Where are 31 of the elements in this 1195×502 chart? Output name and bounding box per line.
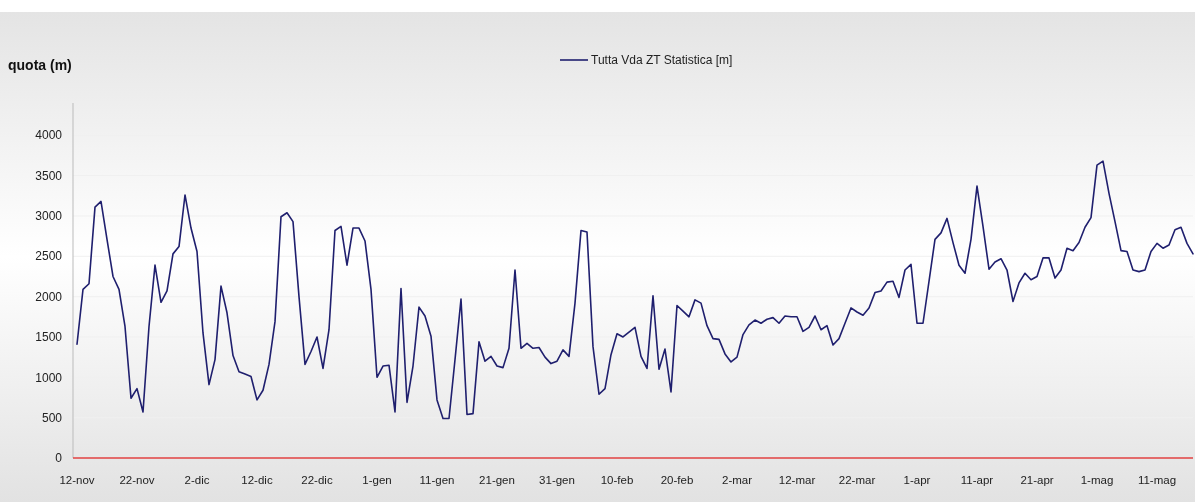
x-tick-label: 12-dic bbox=[241, 474, 273, 486]
line-series bbox=[76, 160, 1194, 420]
y-axis-title: quota (m) bbox=[8, 57, 72, 73]
y-tick-label: 4000 bbox=[35, 128, 63, 143]
x-tick-label: 21-gen bbox=[479, 474, 515, 486]
y-tick-label: 1000 bbox=[35, 370, 63, 385]
x-tick-label: 1-mag bbox=[1080, 474, 1114, 486]
x-tick-label: 11-apr bbox=[960, 474, 994, 486]
x-tick-label: 22-mar bbox=[838, 474, 876, 486]
y-tick-label: 1500 bbox=[35, 330, 63, 345]
x-tick-label: 12-mar bbox=[778, 474, 816, 486]
x-tick-label: 21-apr bbox=[1020, 474, 1054, 486]
x-tick-label: 20-feb bbox=[660, 474, 694, 486]
y-tick-label: 3000 bbox=[35, 209, 63, 224]
y-tick-label: 2500 bbox=[35, 249, 63, 264]
x-tick-label: 1-gen bbox=[362, 474, 392, 486]
x-tick-label: 2-dic bbox=[184, 474, 210, 486]
y-tick-label: 0 bbox=[55, 451, 63, 466]
x-tick-label: 31-gen bbox=[539, 474, 575, 486]
x-tick-label: 22-nov bbox=[119, 474, 155, 486]
y-tick-label: 500 bbox=[41, 410, 63, 425]
x-tick-label: 11-gen bbox=[419, 474, 455, 486]
legend-label: Tutta Vda ZT Statistica [m] bbox=[591, 53, 733, 68]
x-tick-label: 11-mag bbox=[1137, 474, 1177, 486]
x-tick-label: 1-apr bbox=[903, 474, 931, 486]
x-tick-label: 2-mar bbox=[721, 474, 753, 486]
x-tick-label: 12-nov bbox=[59, 474, 95, 486]
x-tick-label: 22-dic bbox=[301, 474, 333, 486]
y-tick-label: 3500 bbox=[35, 168, 63, 183]
y-tick-label: 2000 bbox=[35, 289, 63, 304]
x-tick-label: 10-feb bbox=[600, 474, 634, 486]
